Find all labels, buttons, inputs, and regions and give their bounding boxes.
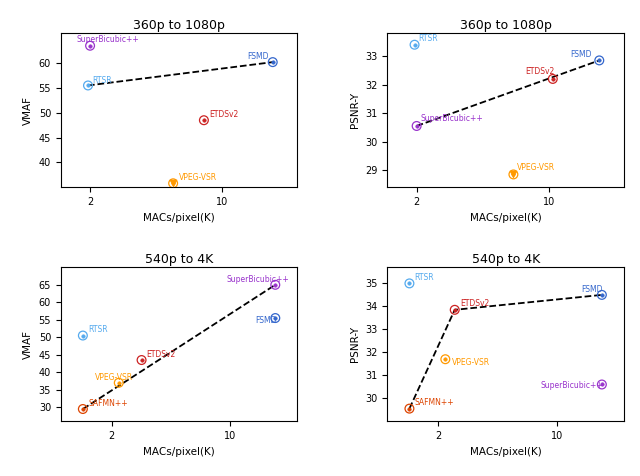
Point: [596, 381, 607, 388]
Text: VPEG-VSR: VPEG-VSR: [517, 163, 556, 171]
Text: ETDSv2: ETDSv2: [525, 67, 554, 76]
Point: [268, 59, 278, 66]
Point: [594, 57, 604, 64]
Point: [136, 356, 147, 364]
X-axis label: MACs/pixel(K): MACs/pixel(K): [143, 446, 215, 456]
Point: [199, 117, 209, 124]
Point: [168, 179, 179, 187]
Point: [85, 42, 95, 50]
Title: 360p to 1080p: 360p to 1080p: [133, 19, 225, 32]
Point: [77, 405, 88, 413]
Point: [83, 82, 93, 89]
Text: SAFMN++: SAFMN++: [415, 398, 454, 407]
Text: SuperBicubic++: SuperBicubic++: [540, 381, 603, 390]
Text: SuperBicubic++: SuperBicubic++: [227, 275, 289, 284]
Point: [404, 279, 415, 287]
Y-axis label: VMAF: VMAF: [23, 330, 33, 359]
Point: [410, 41, 420, 49]
Point: [508, 170, 518, 178]
Text: FSMD: FSMD: [581, 285, 603, 294]
Text: SuperBicubic++: SuperBicubic++: [77, 35, 140, 44]
Point: [114, 379, 124, 387]
Point: [270, 281, 280, 288]
Text: RTSR: RTSR: [419, 34, 438, 43]
Point: [270, 314, 280, 322]
Text: FSMD: FSMD: [255, 316, 276, 325]
Y-axis label: PSNR-Y: PSNR-Y: [349, 92, 360, 129]
Point: [168, 179, 179, 187]
Point: [270, 281, 280, 288]
Title: 540p to 4K: 540p to 4K: [145, 253, 213, 266]
Point: [199, 117, 209, 124]
Title: 540p to 4K: 540p to 4K: [472, 253, 540, 266]
Y-axis label: VMAF: VMAF: [23, 96, 33, 125]
Point: [548, 75, 558, 83]
Text: RTSR: RTSR: [88, 326, 108, 335]
Title: 360p to 1080p: 360p to 1080p: [460, 19, 552, 32]
Text: RTSR: RTSR: [415, 273, 435, 282]
Text: FSMD: FSMD: [570, 50, 592, 59]
Text: ETDSv2: ETDSv2: [460, 298, 490, 307]
Point: [270, 314, 280, 322]
Text: ETDSv2: ETDSv2: [147, 350, 175, 359]
Point: [440, 356, 451, 363]
Point: [404, 279, 415, 287]
Point: [548, 75, 558, 83]
Point: [596, 291, 607, 299]
Point: [508, 170, 518, 178]
Point: [450, 306, 460, 314]
Point: [596, 381, 607, 388]
Point: [508, 170, 518, 178]
Point: [440, 356, 451, 363]
Y-axis label: PSNR-Y: PSNR-Y: [349, 326, 360, 362]
Text: RTSR: RTSR: [92, 76, 112, 85]
Text: VPEG-VSR: VPEG-VSR: [95, 373, 134, 382]
Point: [136, 356, 147, 364]
Point: [77, 332, 88, 339]
Point: [404, 405, 415, 412]
Point: [596, 291, 607, 299]
Text: SAFMN++: SAFMN++: [88, 399, 128, 408]
Point: [410, 41, 420, 49]
Point: [77, 332, 88, 339]
Point: [412, 122, 422, 130]
Point: [85, 42, 95, 50]
Text: ETDSv2: ETDSv2: [209, 110, 238, 119]
X-axis label: MACs/pixel(K): MACs/pixel(K): [470, 446, 541, 456]
Text: FSMD: FSMD: [247, 51, 268, 60]
Point: [594, 57, 604, 64]
Point: [83, 82, 93, 89]
X-axis label: MACs/pixel(K): MACs/pixel(K): [470, 213, 541, 223]
Point: [268, 59, 278, 66]
Text: VPEG-VSR: VPEG-VSR: [179, 173, 217, 182]
Point: [412, 122, 422, 130]
Point: [168, 179, 179, 187]
Point: [77, 405, 88, 413]
X-axis label: MACs/pixel(K): MACs/pixel(K): [143, 213, 215, 223]
Text: SuperBicubic++: SuperBicubic++: [420, 114, 483, 123]
Point: [114, 379, 124, 387]
Point: [404, 405, 415, 412]
Text: VPEG-VSR: VPEG-VSR: [452, 358, 490, 367]
Point: [450, 306, 460, 314]
